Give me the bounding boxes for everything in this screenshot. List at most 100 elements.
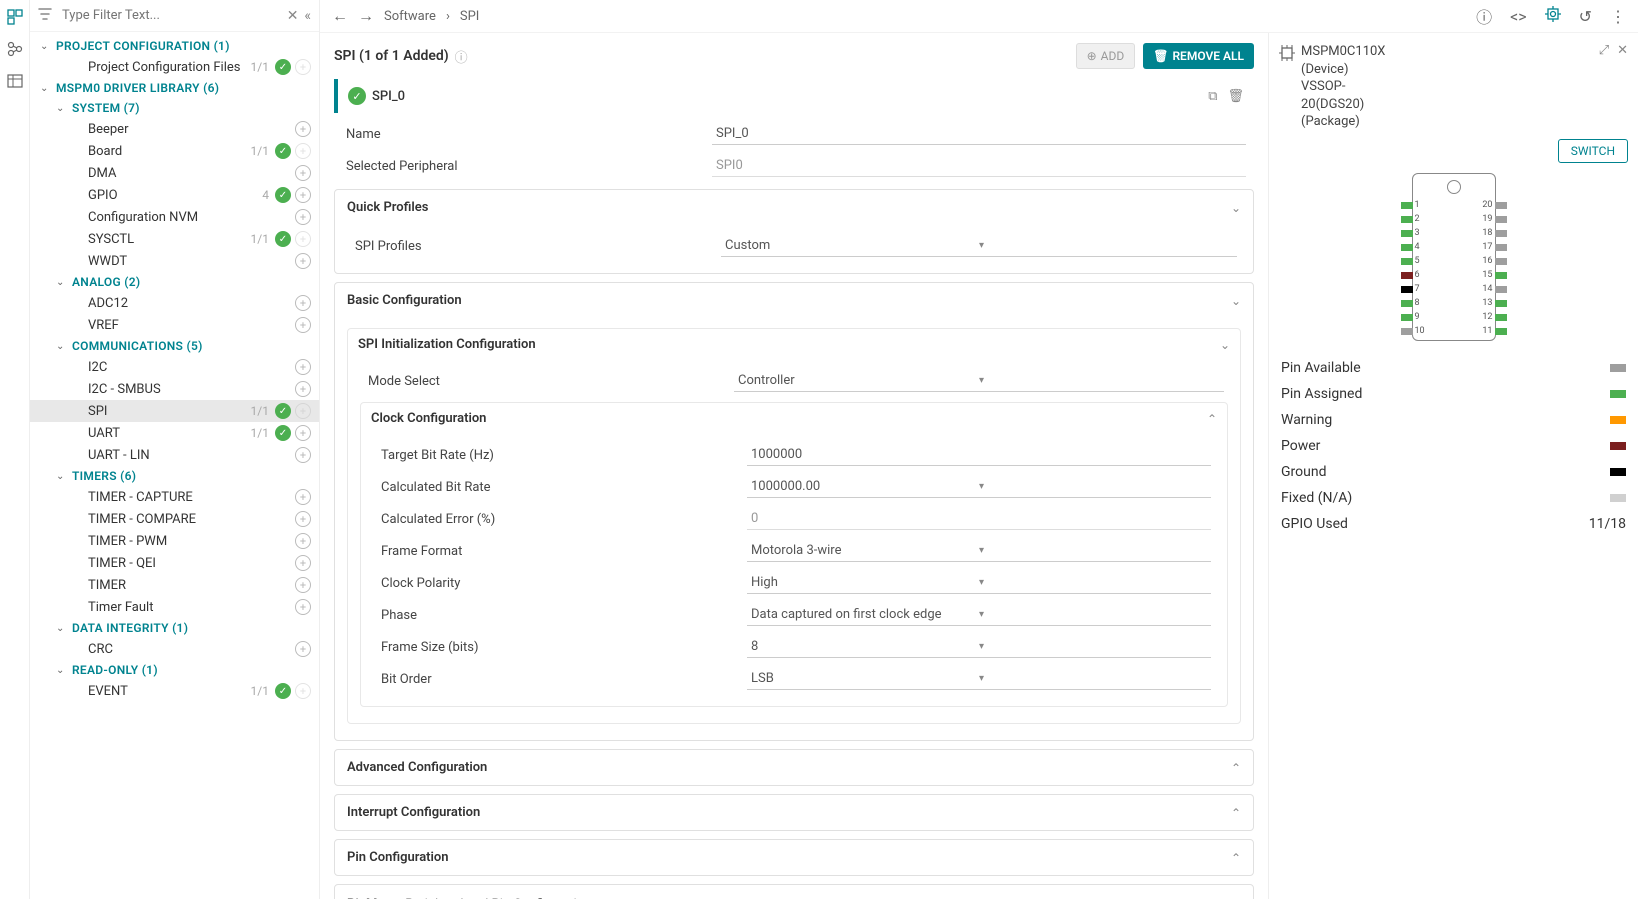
add-icon[interactable]: + [295, 489, 311, 505]
code-icon[interactable]: <> [1510, 7, 1527, 26]
iconbar-item-3[interactable] [6, 72, 24, 90]
add-icon[interactable]: + [295, 511, 311, 527]
panel-hdr-basic[interactable]: Basic Configuration⌄ [335, 283, 1253, 318]
add-icon[interactable]: + [295, 533, 311, 549]
help-icon[interactable]: ⓘ [455, 47, 468, 66]
group-analog[interactable]: ⌄ANALOG (2) [30, 272, 319, 292]
leaf-timer[interactable]: TIMER+ [30, 574, 319, 596]
leaf-spi[interactable]: SPI1/1✓+ [30, 400, 319, 422]
add-icon[interactable]: + [295, 121, 311, 137]
add-icon[interactable]: + [295, 381, 311, 397]
group-system[interactable]: ⌄SYSTEM (7) [30, 98, 319, 118]
pin-right-5[interactable] [1495, 258, 1507, 265]
switch-button[interactable]: SWITCH [1558, 139, 1628, 163]
select-frame-size[interactable]: 8▾ [747, 636, 1211, 658]
leaf-timer-capture[interactable]: TIMER - CAPTURE+ [30, 486, 319, 508]
add-icon[interactable]: + [295, 555, 311, 571]
more-icon[interactable]: ⋮ [1610, 7, 1626, 26]
iconbar-item-2[interactable] [6, 40, 24, 58]
pin-left-2[interactable] [1401, 216, 1413, 223]
pin-left-1[interactable] [1401, 202, 1413, 209]
group-readonly[interactable]: ⌄READ-ONLY (1) [30, 660, 319, 680]
panel-hdr-pinconfig[interactable]: Pin Configuration⌃ [335, 840, 1253, 875]
subpanel-hdr-init[interactable]: SPI Initialization Configuration⌄ [348, 329, 1240, 360]
expand-icon[interactable]: ⤢ [1599, 43, 1609, 58]
select-frame-format[interactable]: Motorola 3-wire▾ [747, 540, 1211, 562]
leaf-uart[interactable]: UART1/1✓+ [30, 422, 319, 444]
group-data-integrity[interactable]: ⌄DATA INTEGRITY (1) [30, 618, 319, 638]
instance-header[interactable]: ✓ SPI_0 ⧉ 🗑 [334, 79, 1254, 113]
breadcrumb-spi[interactable]: SPI [460, 9, 479, 24]
chip-diagram[interactable]: 1234567891020191817161514131211 [1279, 173, 1628, 341]
pin-right-3[interactable] [1495, 230, 1507, 237]
pin-right-10[interactable] [1495, 328, 1507, 335]
select-mode[interactable]: Controller▾ [734, 370, 1224, 392]
pin-left-9[interactable] [1401, 314, 1413, 321]
add-icon[interactable]: + [295, 447, 311, 463]
pin-left-5[interactable] [1401, 258, 1413, 265]
close-icon[interactable]: ✕ [1617, 43, 1628, 58]
pin-right-1[interactable] [1495, 202, 1507, 209]
select-phase[interactable]: Data captured on first clock edge▾ [747, 604, 1211, 626]
pin-left-4[interactable] [1401, 244, 1413, 251]
leaf-timer-pwm[interactable]: TIMER - PWM+ [30, 530, 319, 552]
group-project-config[interactable]: ⌄PROJECT CONFIGURATION (1) [30, 36, 319, 56]
pin-right-8[interactable] [1495, 300, 1507, 307]
leaf-adc12[interactable]: ADC12+ [30, 292, 319, 314]
add-icon[interactable]: + [295, 425, 311, 441]
pin-left-8[interactable] [1401, 300, 1413, 307]
collapse-all-icon[interactable]: « [304, 8, 311, 24]
leaf-timer-fault[interactable]: Timer Fault+ [30, 596, 319, 618]
pin-left-10[interactable] [1401, 328, 1413, 335]
leaf-project-config-files[interactable]: Project Configuration Files1/1✓+ [30, 56, 319, 78]
select-spi-profiles[interactable]: Custom▾ [721, 235, 1237, 257]
add-icon[interactable]: + [295, 295, 311, 311]
input-name[interactable] [712, 123, 1246, 145]
clear-filter-icon[interactable]: ✕ [287, 8, 299, 24]
add-icon[interactable]: + [295, 641, 311, 657]
leaf-beeper[interactable]: Beeper+ [30, 118, 319, 140]
leaf-i2c[interactable]: I2C+ [30, 356, 319, 378]
history-icon[interactable]: ↺ [1579, 7, 1592, 26]
iconbar-item-1[interactable] [6, 8, 24, 26]
leaf-event[interactable]: EVENT1/1✓+ [30, 680, 319, 702]
select-calc-bitrate[interactable]: 1000000.00▾ [747, 476, 1211, 498]
panel-pinmux[interactable]: PinMuxPeripheral and Pin Configuration⌃ [334, 884, 1254, 899]
leaf-config-nvm[interactable]: Configuration NVM+ [30, 206, 319, 228]
leaf-board[interactable]: Board1/1✓+ [30, 140, 319, 162]
add-icon[interactable]: + [295, 577, 311, 593]
remove-all-button[interactable]: 🗑REMOVE ALL [1143, 43, 1254, 69]
group-comm[interactable]: ⌄COMMUNICATIONS (5) [30, 336, 319, 356]
panel-hdr-interrupt[interactable]: Interrupt Configuration⌃ [335, 795, 1253, 830]
add-icon[interactable]: + [295, 599, 311, 615]
copy-icon[interactable]: ⧉ [1208, 89, 1217, 104]
pin-right-2[interactable] [1495, 216, 1507, 223]
add-icon[interactable]: + [295, 187, 311, 203]
leaf-vref[interactable]: VREF+ [30, 314, 319, 336]
leaf-dma[interactable]: DMA+ [30, 162, 319, 184]
leaf-uart-lin[interactable]: UART - LIN+ [30, 444, 319, 466]
leaf-i2c-smbus[interactable]: I2C - SMBUS+ [30, 378, 319, 400]
pin-right-9[interactable] [1495, 314, 1507, 321]
nav-back-icon[interactable]: ← [332, 6, 348, 26]
add-icon[interactable]: + [295, 209, 311, 225]
subpanel-hdr-clock[interactable]: Clock Configuration⌃ [361, 403, 1227, 434]
pin-left-6[interactable] [1401, 272, 1413, 279]
delete-icon[interactable]: 🗑 [1227, 89, 1244, 104]
leaf-wwdt[interactable]: WWDT+ [30, 250, 319, 272]
filter-input[interactable] [58, 4, 281, 27]
group-timers[interactable]: ⌄TIMERS (6) [30, 466, 319, 486]
breadcrumb-software[interactable]: Software [384, 9, 436, 24]
pin-left-7[interactable] [1401, 286, 1413, 293]
leaf-timer-compare[interactable]: TIMER - COMPARE+ [30, 508, 319, 530]
select-clock-polarity[interactable]: High▾ [747, 572, 1211, 594]
panel-hdr-quick[interactable]: Quick Profiles⌄ [335, 190, 1253, 225]
panel-hdr-advanced[interactable]: Advanced Configuration⌃ [335, 750, 1253, 785]
select-bit-order[interactable]: LSB▾ [747, 668, 1211, 690]
input-target-bitrate[interactable] [747, 444, 1211, 466]
filter-icon[interactable] [38, 7, 52, 25]
leaf-timer-qei[interactable]: TIMER - QEI+ [30, 552, 319, 574]
pin-right-7[interactable] [1495, 286, 1507, 293]
leaf-gpio[interactable]: GPIO4✓+ [30, 184, 319, 206]
leaf-sysctl[interactable]: SYSCTL1/1✓+ [30, 228, 319, 250]
